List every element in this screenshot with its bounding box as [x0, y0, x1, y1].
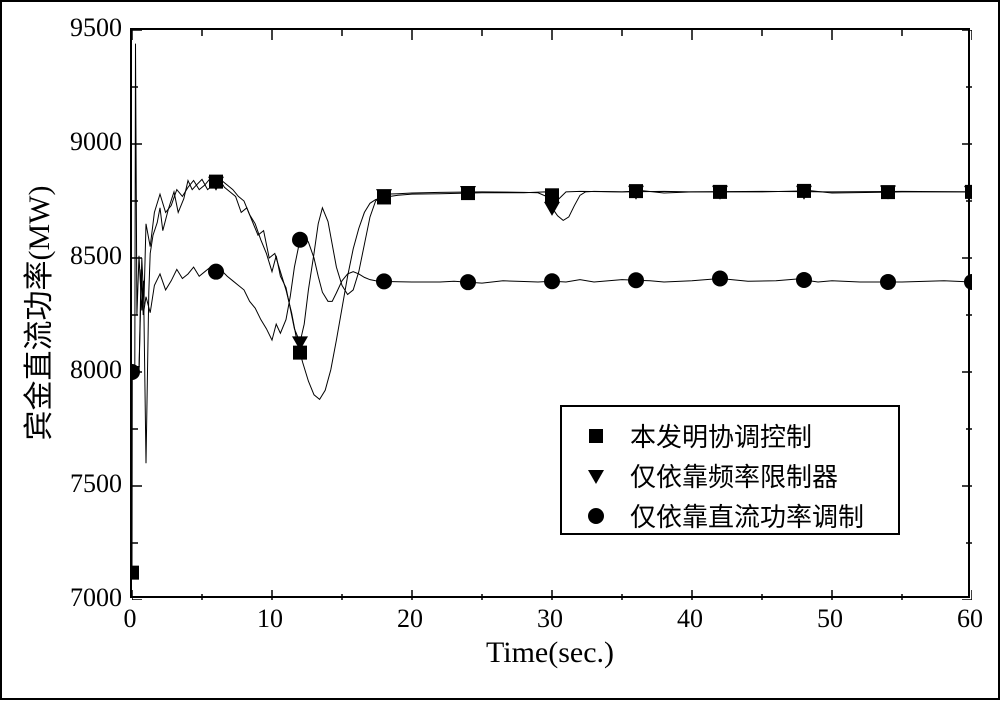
y-tick-label: 7500: [70, 469, 122, 499]
legend-item-coord-control: 本发明协调控制: [576, 417, 812, 454]
y-tick-label: 8500: [70, 241, 122, 271]
x-tick-label: 40: [677, 604, 703, 634]
x-axis-title: Time(sec.): [486, 636, 614, 670]
legend-marker-icon: [576, 462, 616, 490]
y-tick-label: 8000: [70, 355, 122, 385]
legend-label: 本发明协调控制: [630, 417, 812, 454]
chart-root: 0 10 20 30 40 50 60 7000 7500 8000 8500 9000 9500 T…: [0, 0, 1000, 701]
x-tick-label: 50: [817, 604, 843, 634]
x-tick-label: 60: [957, 604, 983, 634]
y-tick-label: 9000: [70, 127, 122, 157]
y-tick-label: 7000: [70, 583, 122, 613]
y-tick-label: 9500: [70, 13, 122, 43]
legend-marker-icon: [576, 422, 616, 450]
legend-marker-icon: [576, 502, 616, 530]
legend-label: 仅依靠频率限制器: [630, 457, 838, 494]
series-line-dc-power-mod-only: [132, 235, 972, 372]
x-tick-label: 10: [257, 604, 283, 634]
x-tick-label: 20: [397, 604, 423, 634]
x-tick-label: 0: [124, 604, 137, 634]
legend-item-freq-limiter-only: 仅依靠频率限制器: [576, 457, 838, 494]
y-axis-title: 宾金直流功率(MW): [14, 186, 58, 441]
legend-label: 仅依靠直流功率调制: [630, 497, 864, 534]
x-tick-label: 30: [537, 604, 563, 634]
legend-box: 本发明协调控制仅依靠频率限制器仅依靠直流功率调制: [560, 405, 900, 535]
legend-item-dc-power-mod-only: 仅依靠直流功率调制: [576, 497, 864, 534]
